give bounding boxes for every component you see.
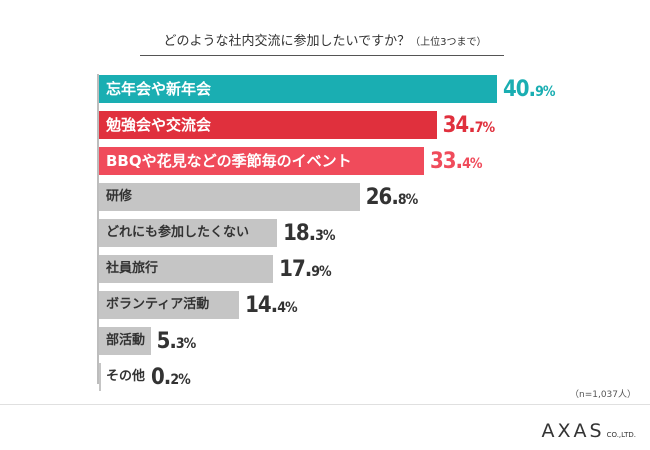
value-label-6: 17.9% bbox=[279, 257, 331, 282]
bar-label-6: 社員旅行 bbox=[106, 261, 159, 276]
logo-sub: CO.,LTD. bbox=[606, 431, 636, 439]
value-label-1: 40.9% bbox=[503, 77, 555, 102]
chart-title-main: どのような社内交流に参加したいですか？ bbox=[163, 34, 411, 49]
value-label-7: 14.4% bbox=[245, 293, 297, 318]
chart-title: どのような社内交流に参加したいですか？（上位3つまで） bbox=[0, 30, 650, 49]
company-logo: AXAS CO.,LTD. bbox=[542, 418, 636, 442]
value-label-2: 34.7% bbox=[442, 113, 495, 138]
bar-label-4: 研修 bbox=[106, 189, 133, 204]
chart-title-sub: （上位3つまで） bbox=[410, 37, 487, 48]
value-label-8: 5.3% bbox=[156, 329, 197, 354]
bar-7 bbox=[99, 291, 240, 319]
footer bbox=[0, 405, 650, 450]
bar-label-5: どれにも参加したくない bbox=[106, 225, 250, 240]
bar-label-7: ボランティア活動 bbox=[106, 297, 210, 312]
value-label-5: 18.3% bbox=[283, 221, 335, 246]
bar-label-3: BBQや花見などの季節毎のイベント bbox=[106, 152, 352, 170]
bar-1 bbox=[99, 75, 497, 103]
bar-9 bbox=[99, 363, 101, 391]
logo-text: AXAS bbox=[541, 420, 605, 442]
value-label-9: 0.2% bbox=[151, 365, 191, 390]
sample-size-note: （n=1,037人） bbox=[569, 390, 636, 400]
bar-label-1: 忘年会や新年会 bbox=[106, 80, 212, 98]
footer-divider bbox=[0, 404, 650, 405]
bar-3 bbox=[99, 147, 425, 175]
bar-6 bbox=[99, 255, 274, 283]
bar-4 bbox=[99, 183, 360, 211]
bar-8 bbox=[99, 327, 151, 355]
bar-label-8: 部活動 bbox=[106, 333, 146, 348]
bar-5 bbox=[99, 219, 278, 247]
bar-label-9: その他 bbox=[106, 369, 146, 384]
bar-label-2: 勉強会や交流会 bbox=[106, 116, 212, 134]
title-underline bbox=[140, 55, 504, 56]
value-label-4: 26.8% bbox=[365, 185, 418, 210]
chart-axis bbox=[97, 74, 99, 384]
bar-2 bbox=[99, 111, 437, 139]
value-label-3: 33.4% bbox=[430, 149, 482, 174]
